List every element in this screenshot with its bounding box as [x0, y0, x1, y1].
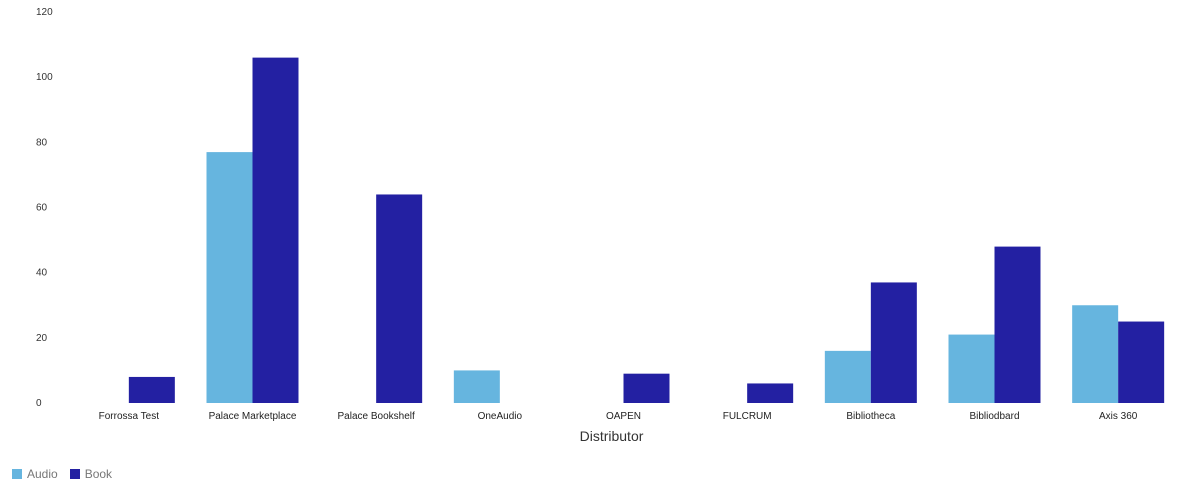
bar-book-axis-360[interactable] — [1118, 321, 1165, 403]
bar-audio-bibliodbard[interactable] — [948, 334, 995, 403]
bars — [128, 57, 1165, 403]
bar-book-bibliodbard[interactable] — [994, 246, 1041, 403]
y-tick-label: 20 — [36, 333, 48, 344]
bar-audio-palace-marketplace[interactable] — [206, 152, 253, 403]
bar-book-palace-bookshelf[interactable] — [376, 194, 423, 403]
x-tick-label: Bibliotheca — [846, 411, 895, 422]
y-tick-label: 0 — [36, 398, 42, 409]
x-tick-label: Axis 360 — [1099, 411, 1138, 422]
x-tick-label: FULCRUM — [723, 411, 772, 422]
bar-audio-bibliotheca[interactable] — [824, 350, 871, 403]
bar-book-oapen[interactable] — [623, 373, 670, 403]
bar-audio-axis-360[interactable] — [1072, 305, 1119, 403]
x-tick-label: OAPEN — [606, 411, 641, 422]
y-tick-label: 120 — [36, 7, 53, 18]
y-tick-label: 60 — [36, 203, 48, 214]
y-tick-label: 80 — [36, 137, 48, 148]
legend: Audio Book — [12, 467, 112, 481]
x-axis-title: Distributor — [580, 428, 644, 444]
bar-book-fulcrum[interactable] — [747, 383, 794, 403]
y-tick-label: 40 — [36, 268, 48, 279]
bar-book-bibliotheca[interactable] — [870, 282, 917, 403]
x-axis: Forrossa Test Palace Marketplace Palace Bo… — [99, 411, 1138, 422]
legend-item-book[interactable]: Book — [69, 467, 113, 481]
legend-item-audio[interactable]: Audio — [12, 467, 58, 481]
legend-swatch-book — [69, 469, 80, 479]
x-tick-label: Palace Bookshelf — [338, 411, 415, 422]
bar-book-forrossa-test[interactable] — [128, 376, 175, 403]
legend-label-audio: Audio — [27, 467, 58, 481]
x-tick-label: Forrossa Test — [99, 411, 160, 422]
x-tick-label: OneAudio — [478, 411, 523, 422]
y-axis: 0 20 40 60 80 100 120 — [36, 7, 53, 409]
legend-swatch-audio — [12, 469, 22, 479]
x-tick-label: Bibliodbard — [969, 411, 1019, 422]
bar-book-palace-marketplace[interactable] — [252, 57, 299, 403]
y-tick-label: 100 — [36, 72, 53, 83]
legend-label-book: Book — [84, 467, 113, 481]
x-tick-label: Palace Marketplace — [209, 411, 297, 422]
bar-audio-oneaudio[interactable] — [453, 370, 500, 403]
